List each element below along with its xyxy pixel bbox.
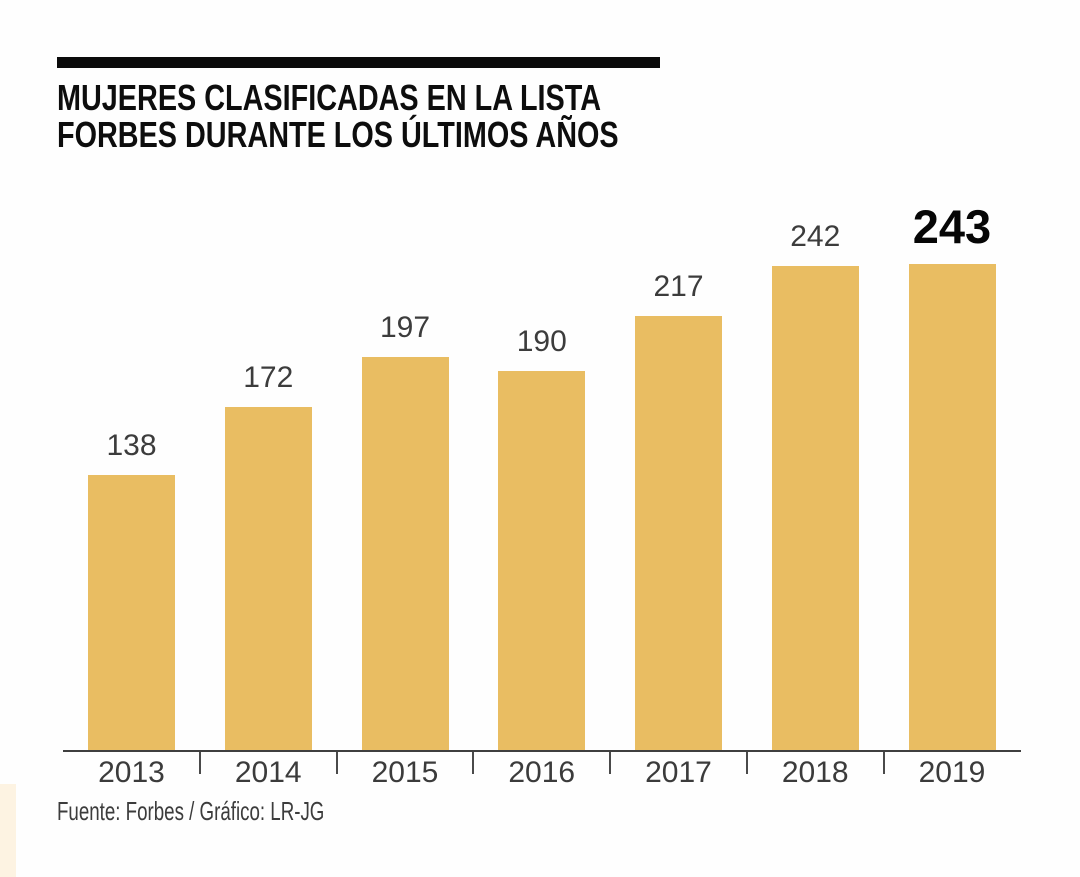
x-axis-line: [63, 750, 1021, 752]
x-tick-label-2017: 2017: [645, 756, 712, 789]
bar-2016: [498, 371, 586, 752]
x-tick-label-2016: 2016: [508, 756, 576, 789]
chart-title-line2: FORBES DURANTE LOS ÚLTIMOS AÑOS: [57, 114, 619, 155]
bar-2019: [908, 264, 996, 752]
bar-2017: [635, 316, 722, 752]
bar-2014: [224, 407, 312, 752]
chart-title-line1: MUJERES CLASIFICADAS EN LA LISTA: [57, 77, 602, 118]
value-label-2015: 197: [379, 311, 431, 344]
x-tick-label-2019: 2019: [918, 756, 986, 789]
x-tick-label-2013: 2013: [98, 756, 165, 789]
x-tick-label-2018: 2018: [781, 756, 849, 789]
x-axis-tick-4: [745, 752, 748, 774]
value-label-2019: 243: [912, 200, 992, 253]
bar-2018: [771, 266, 859, 752]
x-tick-label-2015: 2015: [371, 756, 439, 789]
value-label-2017: 217: [653, 270, 704, 303]
x-axis-tick-3: [609, 752, 612, 774]
x-axis-tick-2: [472, 752, 475, 774]
bar-2015: [361, 357, 449, 752]
title-rule: [57, 57, 660, 68]
x-axis-tick-5: [882, 752, 885, 774]
value-label-2013: 138: [106, 429, 157, 462]
x-tick-label-2014: 2014: [234, 756, 302, 789]
value-label-2016: 190: [516, 325, 567, 358]
chart-title: MUJERES CLASIFICADAS EN LA LISTA FORBES D…: [57, 79, 619, 153]
corner-accent-strip: [0, 784, 16, 877]
value-label-2014: 172: [243, 361, 294, 394]
value-label-2018: 242: [790, 220, 841, 253]
source-credit: Fuente: Forbes / Gráfico: LR-JG: [57, 796, 325, 826]
x-axis-tick-1: [335, 752, 338, 774]
x-axis-tick-0: [198, 752, 201, 774]
bar-2013: [88, 475, 175, 752]
